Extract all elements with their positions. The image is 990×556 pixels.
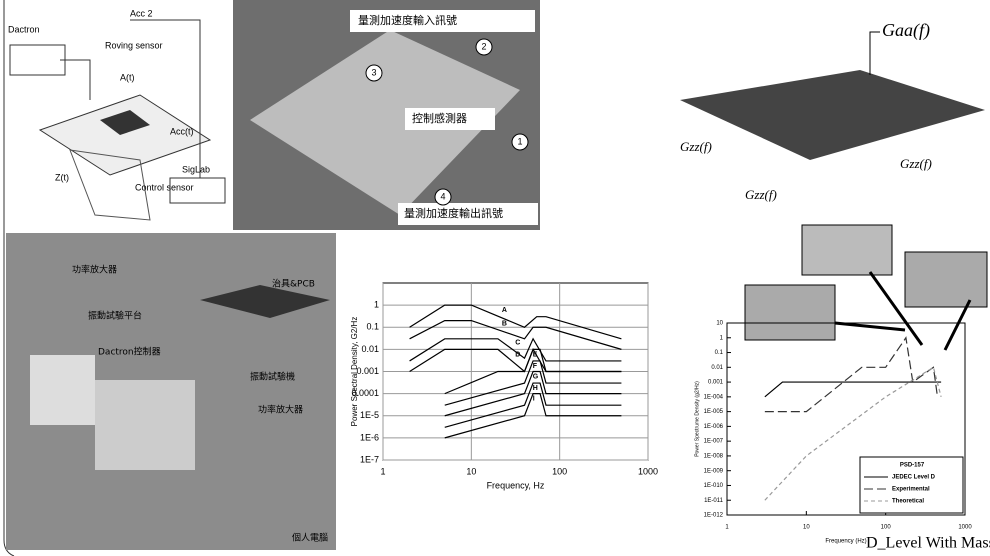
diagram-label: A(t) xyxy=(120,72,135,82)
series-label: H xyxy=(533,385,538,392)
diagram-label: Control sensor xyxy=(135,182,194,192)
series-label: C xyxy=(515,339,520,346)
photo-label: 功率放大器 xyxy=(258,404,303,416)
photo-label: 量測加速度輸入訊號 xyxy=(358,13,457,27)
x-tick-label: 1000 xyxy=(958,525,972,531)
mode-inset xyxy=(802,225,892,275)
series-label: I xyxy=(533,396,535,403)
photo-label: 個人電腦 xyxy=(292,532,328,544)
x-tick-label: 1 xyxy=(725,525,729,531)
photo-label: 振動試驗平台 xyxy=(88,310,142,322)
photo-monitor xyxy=(30,355,95,425)
y-tick-label: 1E-008 xyxy=(704,454,724,460)
caption: D_Level With Mass xyxy=(866,535,990,552)
mode-inset xyxy=(745,285,835,340)
diagram-label: Acc(t) xyxy=(170,126,194,136)
y-tick-label: 0.001 xyxy=(708,380,724,386)
series-label: A xyxy=(502,307,507,314)
y-tick-label: 1E-007 xyxy=(704,439,724,445)
y-tick-label: 1E-7 xyxy=(360,454,379,464)
series-label: E xyxy=(533,351,538,358)
legend-label: Theoretical xyxy=(892,499,924,505)
series-line xyxy=(765,338,938,412)
y-tick-label: 1E-006 xyxy=(704,424,724,430)
y-tick-label: 1E-005 xyxy=(704,409,724,415)
y-tick-label: 1E-010 xyxy=(704,483,724,489)
diagram-label: Dactron xyxy=(8,24,40,34)
y-tick-label: 10 xyxy=(716,321,723,327)
series-line xyxy=(765,382,941,397)
marker-label: 1 xyxy=(517,136,522,146)
y-tick-label: 0.1 xyxy=(366,322,379,332)
plate-model xyxy=(680,70,985,160)
photo-label: 量測加速度輸出訊號 xyxy=(404,206,503,220)
x-tick-label: 100 xyxy=(881,525,892,531)
y-tick-label: 0.1 xyxy=(715,350,724,356)
model-label: Gaa(f) xyxy=(882,20,930,41)
y-tick-label: 1 xyxy=(374,300,379,310)
x-axis-label: Frequency, Hz xyxy=(487,480,545,490)
legend-title: PSD-157 xyxy=(900,463,925,469)
diagram-label: Z(t) xyxy=(55,172,69,182)
y-tick-label: 1E-009 xyxy=(704,468,724,474)
pointer xyxy=(870,32,880,75)
photo-label: 振動試驗機 xyxy=(250,371,295,383)
photo-label: 治具&PCB xyxy=(272,278,315,290)
y-axis-label: Power Spectrume Density (g2/Hz) xyxy=(694,381,700,457)
x-tick-label: 10 xyxy=(466,466,476,476)
diagram-label: Acc 2 xyxy=(130,8,153,18)
y-tick-label: 1E-6 xyxy=(360,432,379,442)
y-axis-label: Power Spectral Density, G2/Hz xyxy=(350,317,359,427)
model-label: Gzz(f) xyxy=(680,139,712,154)
photo-label: 功率放大器 xyxy=(72,264,117,276)
y-tick-label: 1E-011 xyxy=(704,498,724,504)
model-label: Gzz(f) xyxy=(745,187,777,202)
y-tick-label: 0.01 xyxy=(711,365,723,371)
diagram-label: SigLab xyxy=(182,164,210,174)
slide: Dactron Acc 2 Roving sensor A(t) Acc(t) … xyxy=(0,0,990,556)
x-axis-label: Frequency (Hz) xyxy=(825,539,866,545)
model-label: Gzz(f) xyxy=(900,156,932,171)
y-tick-label: 0.001 xyxy=(356,366,379,376)
photo-pc xyxy=(95,380,195,470)
y-tick-label: 1 xyxy=(720,335,724,341)
marker-label: 4 xyxy=(440,191,445,201)
series-label: B xyxy=(502,321,507,328)
y-tick-label: 1E-5 xyxy=(360,410,379,420)
photo-label: 控制感測器 xyxy=(412,111,467,125)
series-label: D xyxy=(515,351,520,358)
series-label: G xyxy=(533,373,539,380)
mode-inset xyxy=(905,252,987,307)
legend-label: JEDEC Level D xyxy=(892,475,936,481)
diagram-label: Roving sensor xyxy=(105,40,163,50)
y-tick-label: 1E-012 xyxy=(704,513,724,519)
x-tick-label: 1000 xyxy=(638,466,658,476)
x-tick-label: 100 xyxy=(552,466,567,476)
x-tick-label: 10 xyxy=(803,525,810,531)
x-tick-label: 1 xyxy=(380,466,385,476)
y-tick-label: 0.01 xyxy=(361,344,379,354)
photo-label: Dactron控制器 xyxy=(98,346,161,358)
series-label: F xyxy=(533,363,538,370)
marker-label: 2 xyxy=(481,41,486,51)
legend-label: Experimental xyxy=(892,487,930,493)
y-tick-label: 1E-004 xyxy=(704,394,724,400)
marker-label: 3 xyxy=(371,67,376,77)
